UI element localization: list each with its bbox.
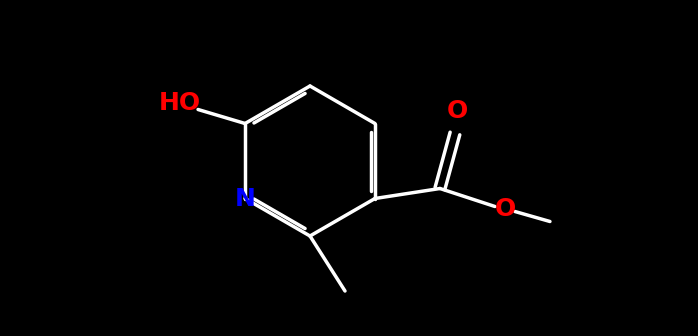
Text: O: O <box>446 99 468 124</box>
Text: O: O <box>494 197 516 220</box>
Text: N: N <box>235 186 255 210</box>
Text: HO: HO <box>159 91 201 116</box>
